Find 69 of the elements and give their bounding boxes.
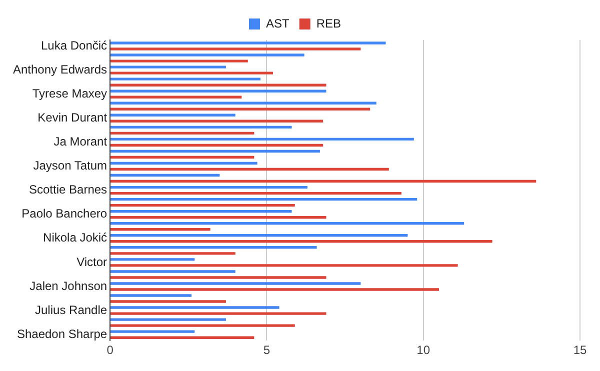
bar <box>110 282 361 285</box>
bar <box>110 126 292 129</box>
y-tick-label: Kevin Durant <box>38 110 108 124</box>
y-tick-label: Jayson Tatum <box>33 158 108 173</box>
bar <box>110 264 458 267</box>
bar <box>110 168 389 171</box>
bar <box>110 216 326 219</box>
bar <box>110 84 326 86</box>
bar <box>110 246 317 249</box>
bar <box>110 318 226 321</box>
bar <box>110 54 304 56</box>
y-tick-label: Shaedon Sharpe <box>16 326 108 341</box>
bar <box>110 288 440 291</box>
legend-label: AST <box>266 16 290 30</box>
bar <box>110 306 280 309</box>
bar <box>110 204 295 207</box>
y-tick-label: Tyrese Maxey <box>32 86 108 100</box>
bar <box>110 138 414 141</box>
bar <box>110 102 376 104</box>
bar <box>110 192 402 195</box>
bar <box>110 300 226 303</box>
x-tick-label: 15 <box>573 343 587 358</box>
bar <box>110 162 258 165</box>
bar <box>110 114 236 117</box>
bar <box>110 240 492 243</box>
bar <box>110 324 295 327</box>
y-tick-label: Victor <box>76 254 108 269</box>
y-tick-label: Ja Morant <box>54 134 108 149</box>
bar <box>110 72 273 74</box>
bar <box>110 156 254 159</box>
bar <box>110 180 536 183</box>
bar <box>110 48 361 50</box>
bar <box>110 60 248 62</box>
bar <box>110 198 418 201</box>
x-tick-label: 5 <box>263 343 270 358</box>
bar <box>110 144 324 147</box>
y-tick-label: Jalen Johnson <box>30 278 108 293</box>
x-tick-label: 10 <box>416 343 430 358</box>
y-tick-label: Luka Dončić <box>41 38 108 52</box>
bar <box>110 222 464 225</box>
bar <box>110 174 220 177</box>
bar <box>110 234 408 237</box>
bar <box>110 78 260 80</box>
y-tick-label: Anthony Edwards <box>12 62 108 76</box>
y-tick-label: Julius Randle <box>35 302 108 317</box>
bar <box>110 90 326 92</box>
bar <box>110 276 326 279</box>
y-tick-label: Scottie Barnes <box>29 182 108 197</box>
bar <box>110 120 324 123</box>
bar <box>110 66 226 68</box>
bar <box>110 330 195 333</box>
y-tick-label: Paolo Banchero <box>22 206 108 221</box>
bar <box>110 186 308 189</box>
bar <box>110 270 236 273</box>
bar <box>110 252 236 255</box>
bar <box>110 336 254 339</box>
legend-label: REB <box>316 16 342 30</box>
bar <box>110 108 370 110</box>
bar <box>110 210 292 213</box>
bar <box>110 294 192 297</box>
bar <box>110 228 210 231</box>
bar <box>110 258 195 261</box>
bar <box>110 42 386 44</box>
bar <box>110 312 326 315</box>
bar <box>110 96 242 98</box>
bar <box>110 150 320 153</box>
x-tick-label: 0 <box>106 343 114 358</box>
bar <box>110 132 254 135</box>
y-tick-label: Nikola Jokić <box>43 230 108 245</box>
